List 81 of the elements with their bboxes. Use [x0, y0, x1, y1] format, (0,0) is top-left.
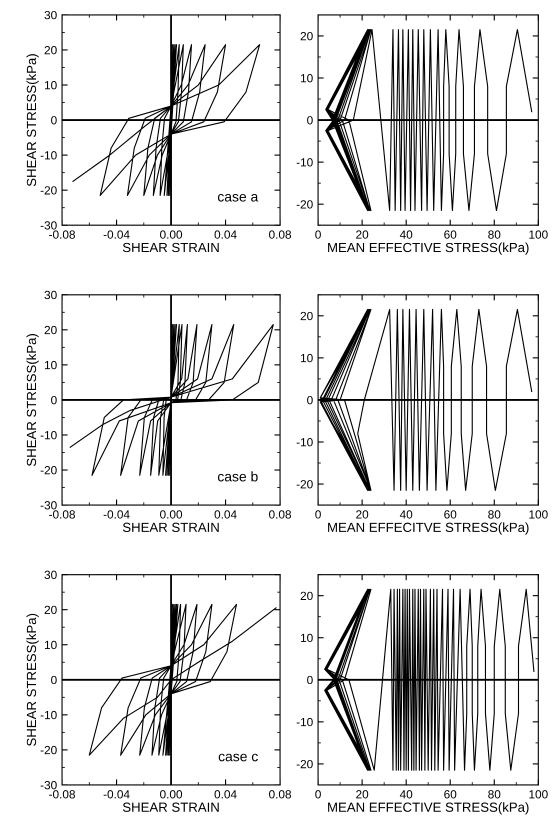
- x-tick-label: 80: [488, 510, 500, 519]
- x-axis-title: MEAN EFFECTIVE STRESS(kPa): [328, 802, 529, 814]
- y-tick-label: -20: [296, 760, 313, 768]
- x-tick-label: 0.00: [160, 510, 182, 519]
- y-tick-label: -30: [40, 221, 57, 230]
- x-tick-label: 40: [400, 790, 412, 798]
- y-tick-label: 10: [300, 74, 313, 82]
- y-tick-label: -10: [40, 151, 57, 160]
- y-tick-label: -10: [296, 718, 313, 726]
- y-tick-label: 10: [44, 640, 57, 650]
- y-tick-label: 20: [44, 606, 57, 614]
- y-tick-label: 20: [44, 326, 57, 334]
- y-tick-label: -10: [296, 158, 313, 167]
- y-tick-label: -10: [296, 438, 313, 446]
- y-axis-title: SHEAR STRESS(kPa): [26, 334, 39, 466]
- y-tick-label: -30: [40, 501, 57, 510]
- x-tick-label: 0.00: [160, 230, 182, 239]
- y-tick-label: 0: [307, 396, 313, 404]
- y-tick-label: 10: [44, 360, 57, 370]
- x-tick-label: 0.04: [214, 510, 237, 519]
- x-tick-label: 0.04: [214, 230, 237, 239]
- x-tick-label: -0.08: [49, 230, 75, 239]
- x-tick-label: 0: [315, 790, 321, 798]
- x-tick-label: 20: [356, 790, 368, 798]
- y-tick-label: 0: [51, 676, 57, 684]
- y-tick-label: 10: [44, 81, 57, 90]
- x-tick-label: -0.08: [49, 790, 75, 798]
- x-tick-label: 0: [315, 510, 321, 519]
- x-tick-label: 20: [356, 510, 368, 519]
- y-axis-title: SHEAR STRESS(kPa): [26, 54, 39, 186]
- x-tick-label: 0.08: [269, 790, 292, 798]
- x-tick-label: 60: [444, 790, 456, 798]
- y-tick-label: 0: [51, 396, 57, 404]
- x-tick-label: 0.08: [269, 510, 292, 519]
- y-tick-label: 30: [44, 10, 57, 20]
- x-tick-label: 0.08: [269, 230, 292, 239]
- y-tick-label: -20: [40, 746, 57, 754]
- x-tick-label: -0.08: [49, 510, 75, 519]
- x-tick-label: -0.04: [104, 510, 130, 519]
- y-tick-label: 30: [44, 570, 57, 580]
- y-tick-label: 10: [300, 354, 313, 362]
- y-tick-label: -10: [40, 710, 57, 720]
- y-axis-title: SHEAR STRESS(kPa): [26, 614, 39, 746]
- x-tick-label: 80: [488, 790, 500, 798]
- x-tick-label: 60: [444, 230, 456, 239]
- x-tick-label: 0: [315, 230, 321, 239]
- x-tick-label: 60: [444, 510, 456, 519]
- x-tick-label: 0.04: [214, 790, 237, 798]
- x-tick-label: 100: [529, 790, 548, 798]
- x-tick-label: 20: [356, 230, 368, 239]
- x-tick-label: -0.04: [104, 230, 130, 239]
- x-tick-label: 100: [529, 510, 548, 519]
- x-axis-title: SHEAR STRAIN: [122, 242, 219, 252]
- x-tick-label: 100: [529, 230, 548, 239]
- y-tick-label: -10: [40, 431, 57, 440]
- y-tick-label: 20: [300, 592, 313, 600]
- x-axis-title: SHEAR STRAIN: [122, 802, 219, 812]
- y-tick-label: 30: [44, 290, 57, 300]
- x-tick-label: 80: [488, 230, 500, 239]
- x-tick-label: 40: [400, 230, 412, 239]
- x-axis-title: MEAN EFFECITVE STRESS(kPa): [328, 522, 529, 535]
- x-tick-label: 0.00: [160, 790, 182, 798]
- x-tick-label: 40: [400, 510, 412, 519]
- y-tick-label: 20: [300, 32, 313, 40]
- y-tick-label: -20: [296, 480, 313, 488]
- x-axis-title: MEAN EFFECTIVE STRESS(kPa): [328, 242, 529, 255]
- y-tick-label: 0: [307, 116, 313, 124]
- x-axis-title: SHEAR STRAIN: [122, 522, 219, 532]
- y-tick-label: 0: [51, 116, 57, 124]
- y-tick-label: -20: [40, 466, 57, 474]
- annotation: case c: [218, 754, 258, 762]
- annotation: case b: [218, 471, 258, 482]
- y-tick-label: -20: [296, 200, 313, 209]
- annotation: case a: [218, 194, 258, 202]
- x-tick-label: -0.04: [104, 790, 130, 798]
- y-tick-label: 20: [300, 312, 313, 320]
- y-tick-label: 10: [300, 634, 313, 642]
- y-tick-label: 0: [307, 676, 313, 684]
- y-tick-label: -20: [40, 186, 57, 195]
- y-tick-label: -30: [40, 780, 57, 790]
- y-tick-label: 20: [44, 46, 57, 54]
